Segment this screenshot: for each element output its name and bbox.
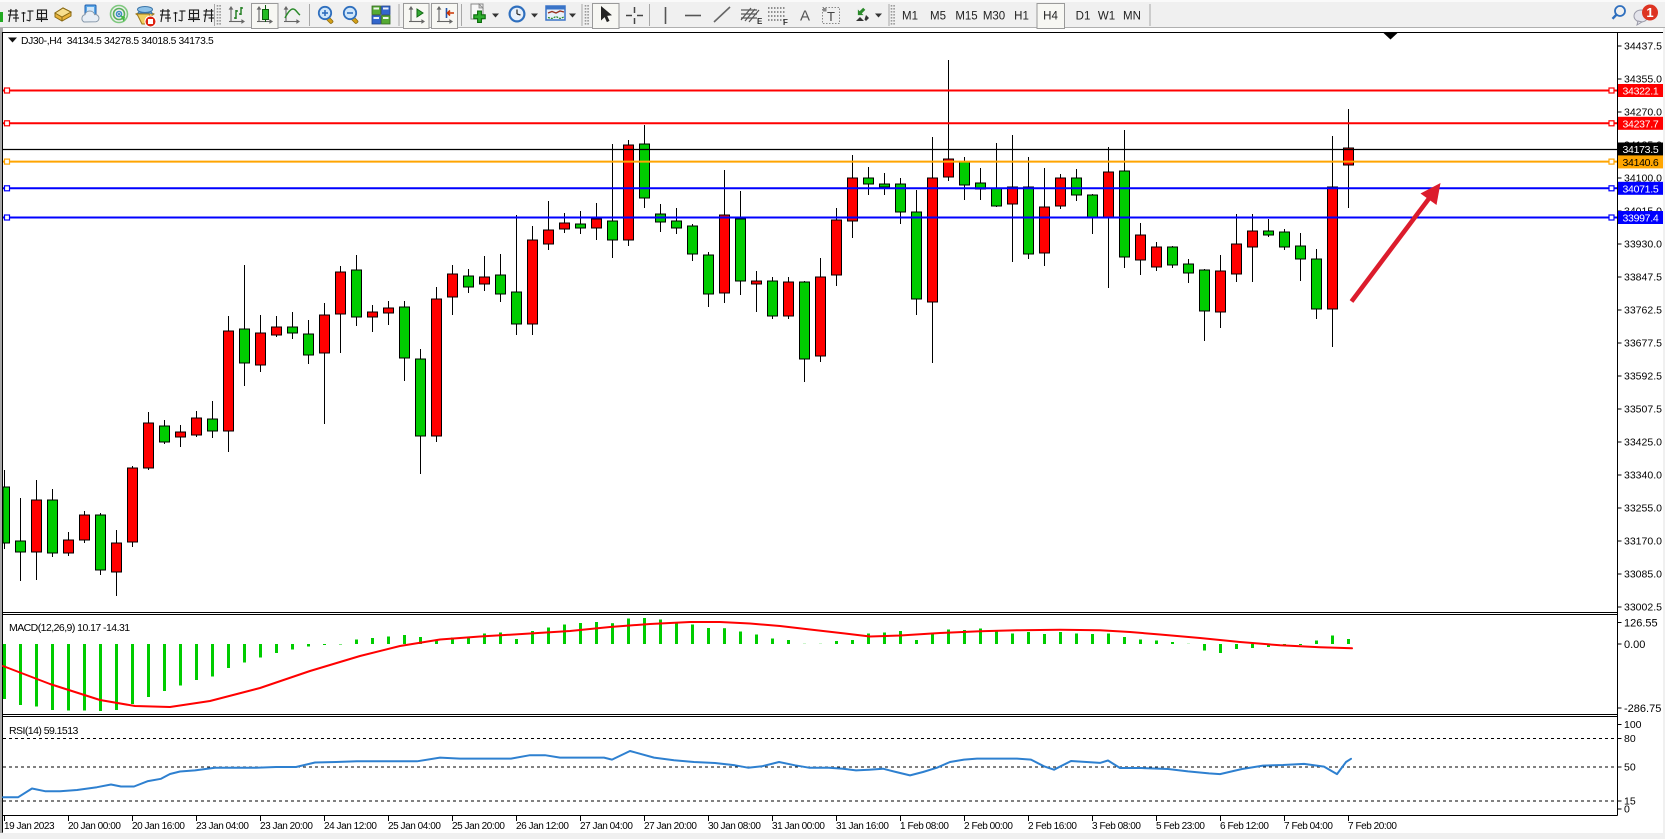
- svg-text:H1: H1: [1014, 11, 1029, 23]
- svg-text:20 Jan 16:00: 20 Jan 16:00: [132, 821, 185, 832]
- svg-text:F: F: [783, 18, 788, 27]
- svg-text:20 Jan 00:00: 20 Jan 00:00: [68, 821, 121, 832]
- svg-text:33762.5: 33762.5: [1624, 305, 1662, 317]
- svg-text:RSI(14) 59.1513: RSI(14) 59.1513: [9, 725, 79, 737]
- svg-text:33085.0: 33085.0: [1624, 569, 1662, 581]
- svg-text:34071.5: 34071.5: [1623, 183, 1659, 195]
- svg-text:31 Jan 00:00: 31 Jan 00:00: [772, 821, 825, 832]
- svg-text:M1: M1: [902, 11, 918, 23]
- svg-text:26 Jan 12:00: 26 Jan 12:00: [516, 821, 569, 832]
- svg-text:7 Feb 20:00: 7 Feb 20:00: [1348, 821, 1397, 832]
- svg-text:H4: H4: [1043, 11, 1058, 23]
- svg-text:24 Jan 12:00: 24 Jan 12:00: [324, 821, 377, 832]
- svg-text:3 Feb 08:00: 3 Feb 08:00: [1092, 821, 1141, 832]
- svg-text:25 Jan 20:00: 25 Jan 20:00: [452, 821, 505, 832]
- svg-text:34100.0: 34100.0: [1624, 173, 1662, 185]
- svg-text:T: T: [827, 9, 835, 24]
- svg-text:M5: M5: [930, 11, 946, 23]
- svg-text:MN: MN: [1123, 11, 1141, 23]
- svg-text:30 Jan 08:00: 30 Jan 08:00: [708, 821, 761, 832]
- svg-text:A: A: [800, 8, 810, 25]
- svg-text:33677.5: 33677.5: [1624, 338, 1662, 350]
- svg-text:33997.4: 33997.4: [1623, 213, 1659, 225]
- svg-text:33847.5: 33847.5: [1624, 272, 1662, 284]
- svg-text:23 Jan 04:00: 23 Jan 04:00: [196, 821, 249, 832]
- svg-text:23 Jan 20:00: 23 Jan 20:00: [260, 821, 313, 832]
- svg-text:33507.5: 33507.5: [1624, 404, 1662, 416]
- svg-text:100: 100: [1624, 719, 1642, 731]
- svg-text:33170.0: 33170.0: [1624, 536, 1662, 548]
- svg-text:34173.5: 34173.5: [1623, 144, 1659, 156]
- svg-text:D1: D1: [1076, 11, 1091, 23]
- svg-text:0: 0: [1624, 804, 1630, 816]
- svg-text:50: 50: [1624, 762, 1636, 774]
- svg-text:W1: W1: [1098, 11, 1115, 23]
- svg-text:80: 80: [1624, 733, 1636, 745]
- svg-text:E: E: [757, 17, 763, 26]
- svg-text:33255.0: 33255.0: [1624, 503, 1662, 515]
- svg-text:0.00: 0.00: [1624, 639, 1645, 651]
- svg-text:34355.0: 34355.0: [1624, 74, 1662, 86]
- svg-text:34237.7: 34237.7: [1623, 118, 1659, 130]
- svg-text:M30: M30: [983, 11, 1005, 23]
- svg-text:27 Jan 20:00: 27 Jan 20:00: [644, 821, 697, 832]
- svg-text:25 Jan 04:00: 25 Jan 04:00: [388, 821, 441, 832]
- svg-text:126.55: 126.55: [1624, 618, 1658, 630]
- svg-text:33425.0: 33425.0: [1624, 437, 1662, 449]
- svg-text:34322.1: 34322.1: [1623, 86, 1659, 98]
- svg-text:2 Feb 16:00: 2 Feb 16:00: [1028, 821, 1077, 832]
- svg-text:2 Feb 00:00: 2 Feb 00:00: [964, 821, 1013, 832]
- svg-text:19 Jan 2023: 19 Jan 2023: [4, 821, 55, 832]
- svg-text:6 Feb 12:00: 6 Feb 12:00: [1220, 821, 1269, 832]
- svg-text:34437.5: 34437.5: [1624, 41, 1662, 53]
- svg-text:33002.5: 33002.5: [1624, 602, 1662, 614]
- svg-text:1: 1: [1646, 5, 1653, 20]
- svg-text:33340.0: 33340.0: [1624, 470, 1662, 482]
- svg-text:M15: M15: [955, 11, 977, 23]
- svg-text:33592.5: 33592.5: [1624, 371, 1662, 383]
- svg-text:31 Jan 16:00: 31 Jan 16:00: [836, 821, 889, 832]
- svg-text:1 Feb 08:00: 1 Feb 08:00: [900, 821, 949, 832]
- svg-text:34270.0: 34270.0: [1624, 107, 1662, 119]
- svg-text:27 Jan 04:00: 27 Jan 04:00: [580, 821, 633, 832]
- svg-text:33930.0: 33930.0: [1624, 239, 1662, 251]
- svg-text:34140.6: 34140.6: [1623, 157, 1659, 169]
- svg-text:MACD(12,26,9) 10.17 -14.31: MACD(12,26,9) 10.17 -14.31: [9, 622, 130, 634]
- svg-text:5 Feb 23:00: 5 Feb 23:00: [1156, 821, 1205, 832]
- svg-text:DJ30-,H4 34134.5 34278.5 3401: DJ30-,H4 34134.5 34278.5 34018.5 34173.5: [21, 36, 214, 47]
- svg-text:15: 15: [1624, 796, 1636, 808]
- svg-text:-286.75: -286.75: [1624, 703, 1661, 715]
- svg-text:7 Feb 04:00: 7 Feb 04:00: [1284, 821, 1333, 832]
